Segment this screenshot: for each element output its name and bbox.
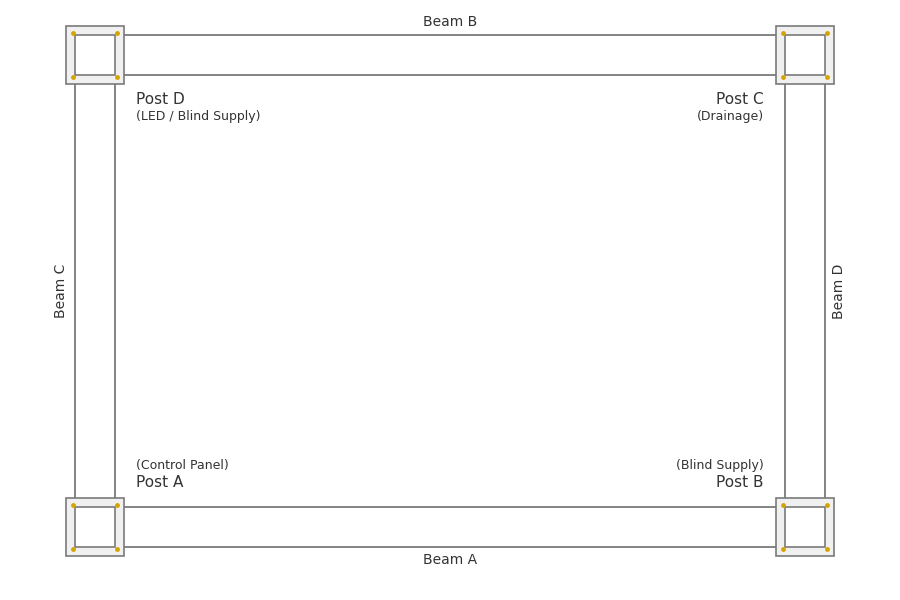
Bar [75, 35, 115, 75]
Text: Beam C: Beam C [54, 264, 68, 318]
Text: (Control Panel): (Control Panel) [136, 459, 229, 472]
Text: Post D: Post D [136, 92, 184, 107]
Bar [66, 26, 124, 84]
Bar [785, 35, 825, 75]
Bar [66, 498, 124, 556]
Text: Post B: Post B [716, 475, 764, 490]
Text: Beam A: Beam A [423, 553, 477, 567]
Text: Post C: Post C [716, 92, 764, 107]
Text: (LED / Blind Supply): (LED / Blind Supply) [136, 110, 260, 123]
Text: (Blind Supply): (Blind Supply) [676, 459, 764, 472]
Text: (Drainage): (Drainage) [697, 110, 764, 123]
Text: Beam B: Beam B [423, 15, 477, 29]
Text: Post A: Post A [136, 475, 184, 490]
Bar [776, 498, 834, 556]
Bar [75, 507, 115, 547]
Bar [776, 26, 834, 84]
Text: Beam D: Beam D [832, 263, 846, 319]
Bar [785, 507, 825, 547]
